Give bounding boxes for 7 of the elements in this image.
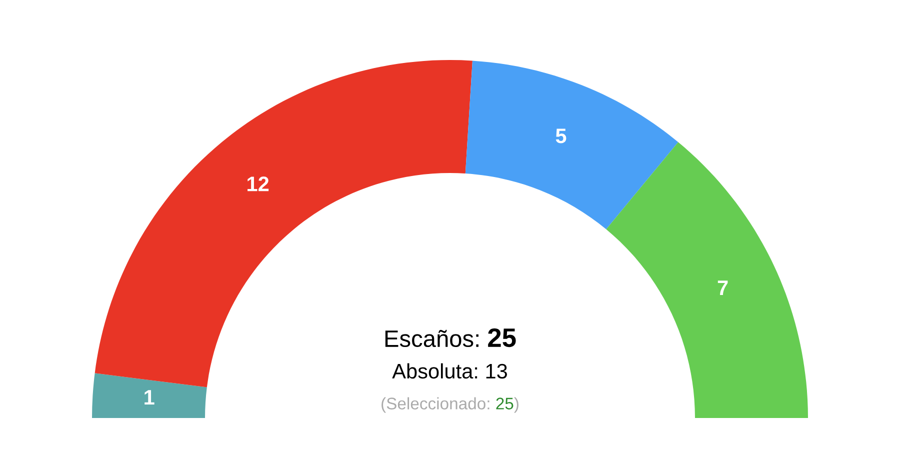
data-label: 7 <box>718 280 728 296</box>
text: (Seleccionado: 25) <box>382 397 518 413</box>
data-label: 12 <box>248 176 269 192</box>
text: Escaños: 25 <box>385 328 516 348</box>
data-label: 5 <box>556 128 566 144</box>
data-label: 1 <box>144 390 154 404</box>
text: Absoluta: 13 <box>392 363 507 379</box>
